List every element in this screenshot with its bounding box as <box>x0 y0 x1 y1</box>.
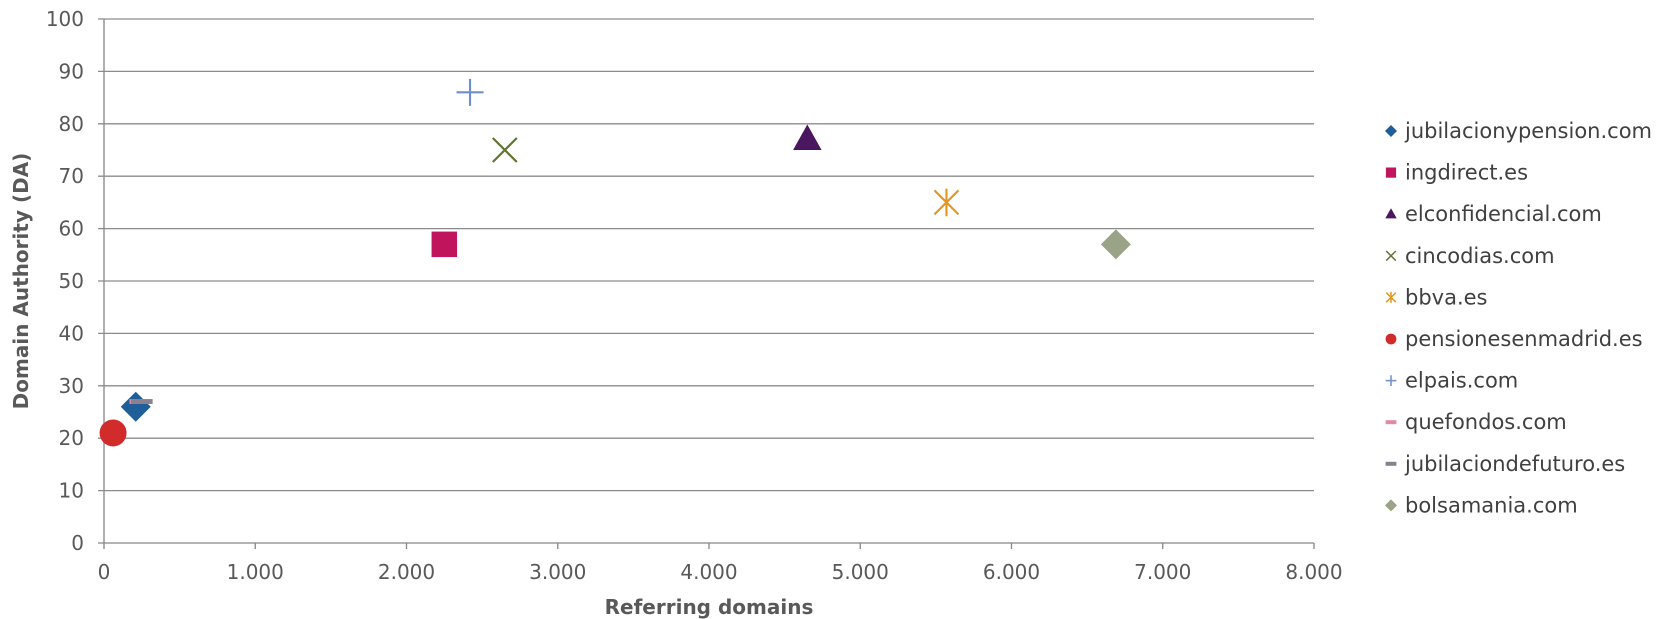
legend-marker <box>1385 250 1397 262</box>
gridlines <box>98 18 1314 544</box>
legend-label: jubilacionypension.com <box>1404 119 1652 143</box>
y-tick-label: 80 <box>59 112 84 136</box>
axes: 0 10 20 30 40 50 60 70 80 90 100 0 1.000 2.000 3.000 4.… <box>46 7 1343 584</box>
legend-label: cincodias.com <box>1405 244 1555 268</box>
legend-marker <box>1385 420 1397 425</box>
data-point <box>131 399 153 404</box>
legend-marker <box>1385 125 1397 137</box>
x-tick-label: 1.000 <box>227 560 284 584</box>
data-point <box>456 78 484 106</box>
legend-item: bolsamania.com <box>1385 493 1578 517</box>
legend-label: elpais.com <box>1405 369 1518 393</box>
legend-label: bbva.es <box>1405 285 1488 309</box>
legend-label: quefondos.com <box>1405 410 1567 434</box>
legend-item: pensionesenmadrid.es <box>1385 327 1643 351</box>
legend-label: bolsamania.com <box>1405 493 1578 517</box>
legend-item: jubilacionypension.com <box>1385 119 1652 143</box>
x-tick-label: 6.000 <box>983 560 1040 584</box>
legend-label: ingdirect.es <box>1405 161 1528 185</box>
legend-marker <box>1385 208 1397 219</box>
y-tick-label: 30 <box>59 374 84 398</box>
y-tick-label: 40 <box>59 321 84 345</box>
legend-item: jubilaciondefuturo.es <box>1385 452 1625 476</box>
legend-marker <box>1385 461 1397 466</box>
legend-item: elconfidencial.com <box>1385 202 1602 226</box>
data-point <box>793 124 822 151</box>
legend: jubilacionypension.com ingdirect.es elconf… <box>1385 119 1652 517</box>
legend-marker <box>1385 499 1397 512</box>
legend-label: jubilaciondefuturo.es <box>1404 452 1625 476</box>
legend-label: pensionesenmadrid.es <box>1405 327 1643 351</box>
data-point <box>492 137 518 163</box>
x-tick-label: 0 <box>98 560 111 584</box>
data-point <box>1100 229 1131 260</box>
data-points <box>99 78 1131 447</box>
x-tick-label: 3.000 <box>529 560 586 584</box>
y-tick-label: 70 <box>59 164 84 188</box>
y-tick-label: 60 <box>59 217 84 241</box>
y-tick-label: 100 <box>46 7 84 31</box>
legend-item: elpais.com <box>1385 369 1518 393</box>
legend-marker <box>1385 333 1397 345</box>
legend-item: ingdirect.es <box>1385 161 1528 185</box>
y-axis-title: Domain Authority (DA) <box>9 153 33 410</box>
y-tick-label: 50 <box>59 269 84 293</box>
legend-item: cincodias.com <box>1385 244 1555 268</box>
legend-item: bbva.es <box>1385 285 1488 309</box>
y-tick-label: 90 <box>59 59 84 83</box>
legend-item: quefondos.com <box>1385 410 1567 434</box>
x-tick-label: 7.000 <box>1134 560 1191 584</box>
legend-marker <box>1385 167 1397 178</box>
legend-label: elconfidencial.com <box>1405 202 1602 226</box>
y-tick-label: 10 <box>59 479 84 503</box>
x-tick-label: 5.000 <box>832 560 889 584</box>
data-point <box>431 231 458 258</box>
data-point <box>99 419 127 447</box>
x-tick-label: 2.000 <box>378 560 435 584</box>
x-axis-title: Referring domains <box>605 595 814 619</box>
x-tick-label: 4.000 <box>680 560 737 584</box>
y-tick-label: 0 <box>71 531 84 555</box>
x-tick-label: 8.000 <box>1285 560 1342 584</box>
legend-marker <box>1385 291 1397 303</box>
legend-marker <box>1385 375 1397 386</box>
data-point <box>120 391 151 422</box>
y-tick-label: 20 <box>59 426 84 450</box>
data-point <box>933 188 960 217</box>
